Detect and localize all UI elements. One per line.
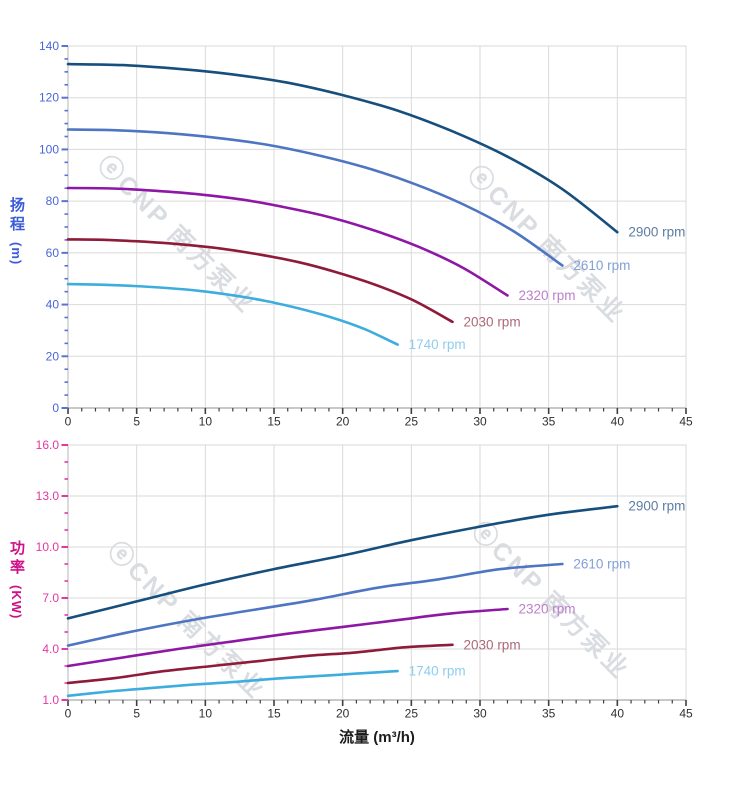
x-tick-label: 25 <box>405 415 419 429</box>
head-axis-unit: (m) <box>9 242 24 266</box>
x-tick-label: 0 <box>65 707 72 721</box>
x-tick-label: 10 <box>199 415 213 429</box>
power-vs-flow-chart: 0 5 10 15 20 25 30 35 40 45 1.0 4.0 7.0 10.0 13.0 16.0 2… <box>36 438 693 721</box>
y-tick-label: 1.0 <box>42 693 59 707</box>
y-tick-label: 0 <box>52 401 59 415</box>
curve-2900-rpm <box>66 504 619 620</box>
x-tick-label: 5 <box>133 707 140 721</box>
head-vs-flow-chart: 0 5 10 15 20 25 30 35 40 45 0 20 40 60 80 100 120 140 2900… <box>39 39 693 429</box>
x-tick-label: 35 <box>542 707 556 721</box>
x-tick-label: 15 <box>267 707 281 721</box>
y-tick-label: 40 <box>46 298 60 312</box>
rpm-label: 1740 rpm <box>409 337 466 352</box>
curve-2610-rpm <box>66 562 564 647</box>
rpm-label: 2030 rpm <box>464 637 521 652</box>
y-tick-label: 13.0 <box>36 489 60 503</box>
y-tick-label: 120 <box>39 91 59 105</box>
plot-frame <box>67 45 687 409</box>
y-tick-label: 60 <box>46 246 60 260</box>
x-tick-label: 40 <box>611 707 625 721</box>
x-tick-label: 5 <box>133 415 140 429</box>
x-tick-label: 40 <box>611 415 625 429</box>
y-tick-label: 80 <box>46 194 60 208</box>
curve-2320-rpm <box>66 607 509 668</box>
y-tick-label: 140 <box>39 39 59 53</box>
power-axis-title: 功率 <box>8 540 25 578</box>
x-tick-label: 45 <box>679 415 693 429</box>
x-tick-label: 20 <box>336 707 350 721</box>
curve-2900-rpm <box>66 62 619 234</box>
curve-2320-rpm <box>66 186 509 297</box>
power-y-title: 功率 (KW) <box>8 540 25 620</box>
flow-axis-title: 流量 (m³/h) <box>339 729 415 746</box>
y-tick-label: 4.0 <box>42 642 59 656</box>
rpm-label: 2900 rpm <box>628 499 685 514</box>
power-axis-unit: (KW) <box>9 585 24 620</box>
rpm-label: 1740 rpm <box>409 664 466 679</box>
x-tick-label: 0 <box>65 415 72 429</box>
rpm-label: 2610 rpm <box>573 557 630 572</box>
rpm-label: 2610 rpm <box>573 258 630 273</box>
x-tick-label: 20 <box>336 415 350 429</box>
x-tick-label: 45 <box>679 707 693 721</box>
rpm-label: 2900 rpm <box>628 225 685 240</box>
curve-2030-rpm <box>66 238 454 324</box>
y-tick-label: 7.0 <box>42 591 59 605</box>
x-tick-label: 10 <box>199 707 213 721</box>
y-tick-label: 10.0 <box>36 540 60 554</box>
x-tick-label: 15 <box>267 415 281 429</box>
rpm-label: 2320 rpm <box>518 602 575 617</box>
y-tick-label: 100 <box>39 142 59 156</box>
y-tick-label: 20 <box>46 349 60 363</box>
curve-2610-rpm <box>66 128 564 267</box>
rpm-label: 2030 rpm <box>464 314 521 329</box>
x-tick-label: 30 <box>473 415 487 429</box>
plot-frame <box>67 444 687 701</box>
x-tick-label: 30 <box>473 707 487 721</box>
y-tick-label: 16.0 <box>36 438 60 452</box>
curve-2030-rpm <box>66 643 454 685</box>
head-axis-title: 扬程 <box>8 197 25 235</box>
curve-1740-rpm <box>66 669 399 698</box>
curve-1740-rpm <box>66 282 399 346</box>
head-y-title: 扬程 (m) <box>8 197 25 266</box>
rpm-label: 2320 rpm <box>518 288 575 303</box>
x-tick-label: 35 <box>542 415 556 429</box>
x-tick-label: 25 <box>405 707 419 721</box>
